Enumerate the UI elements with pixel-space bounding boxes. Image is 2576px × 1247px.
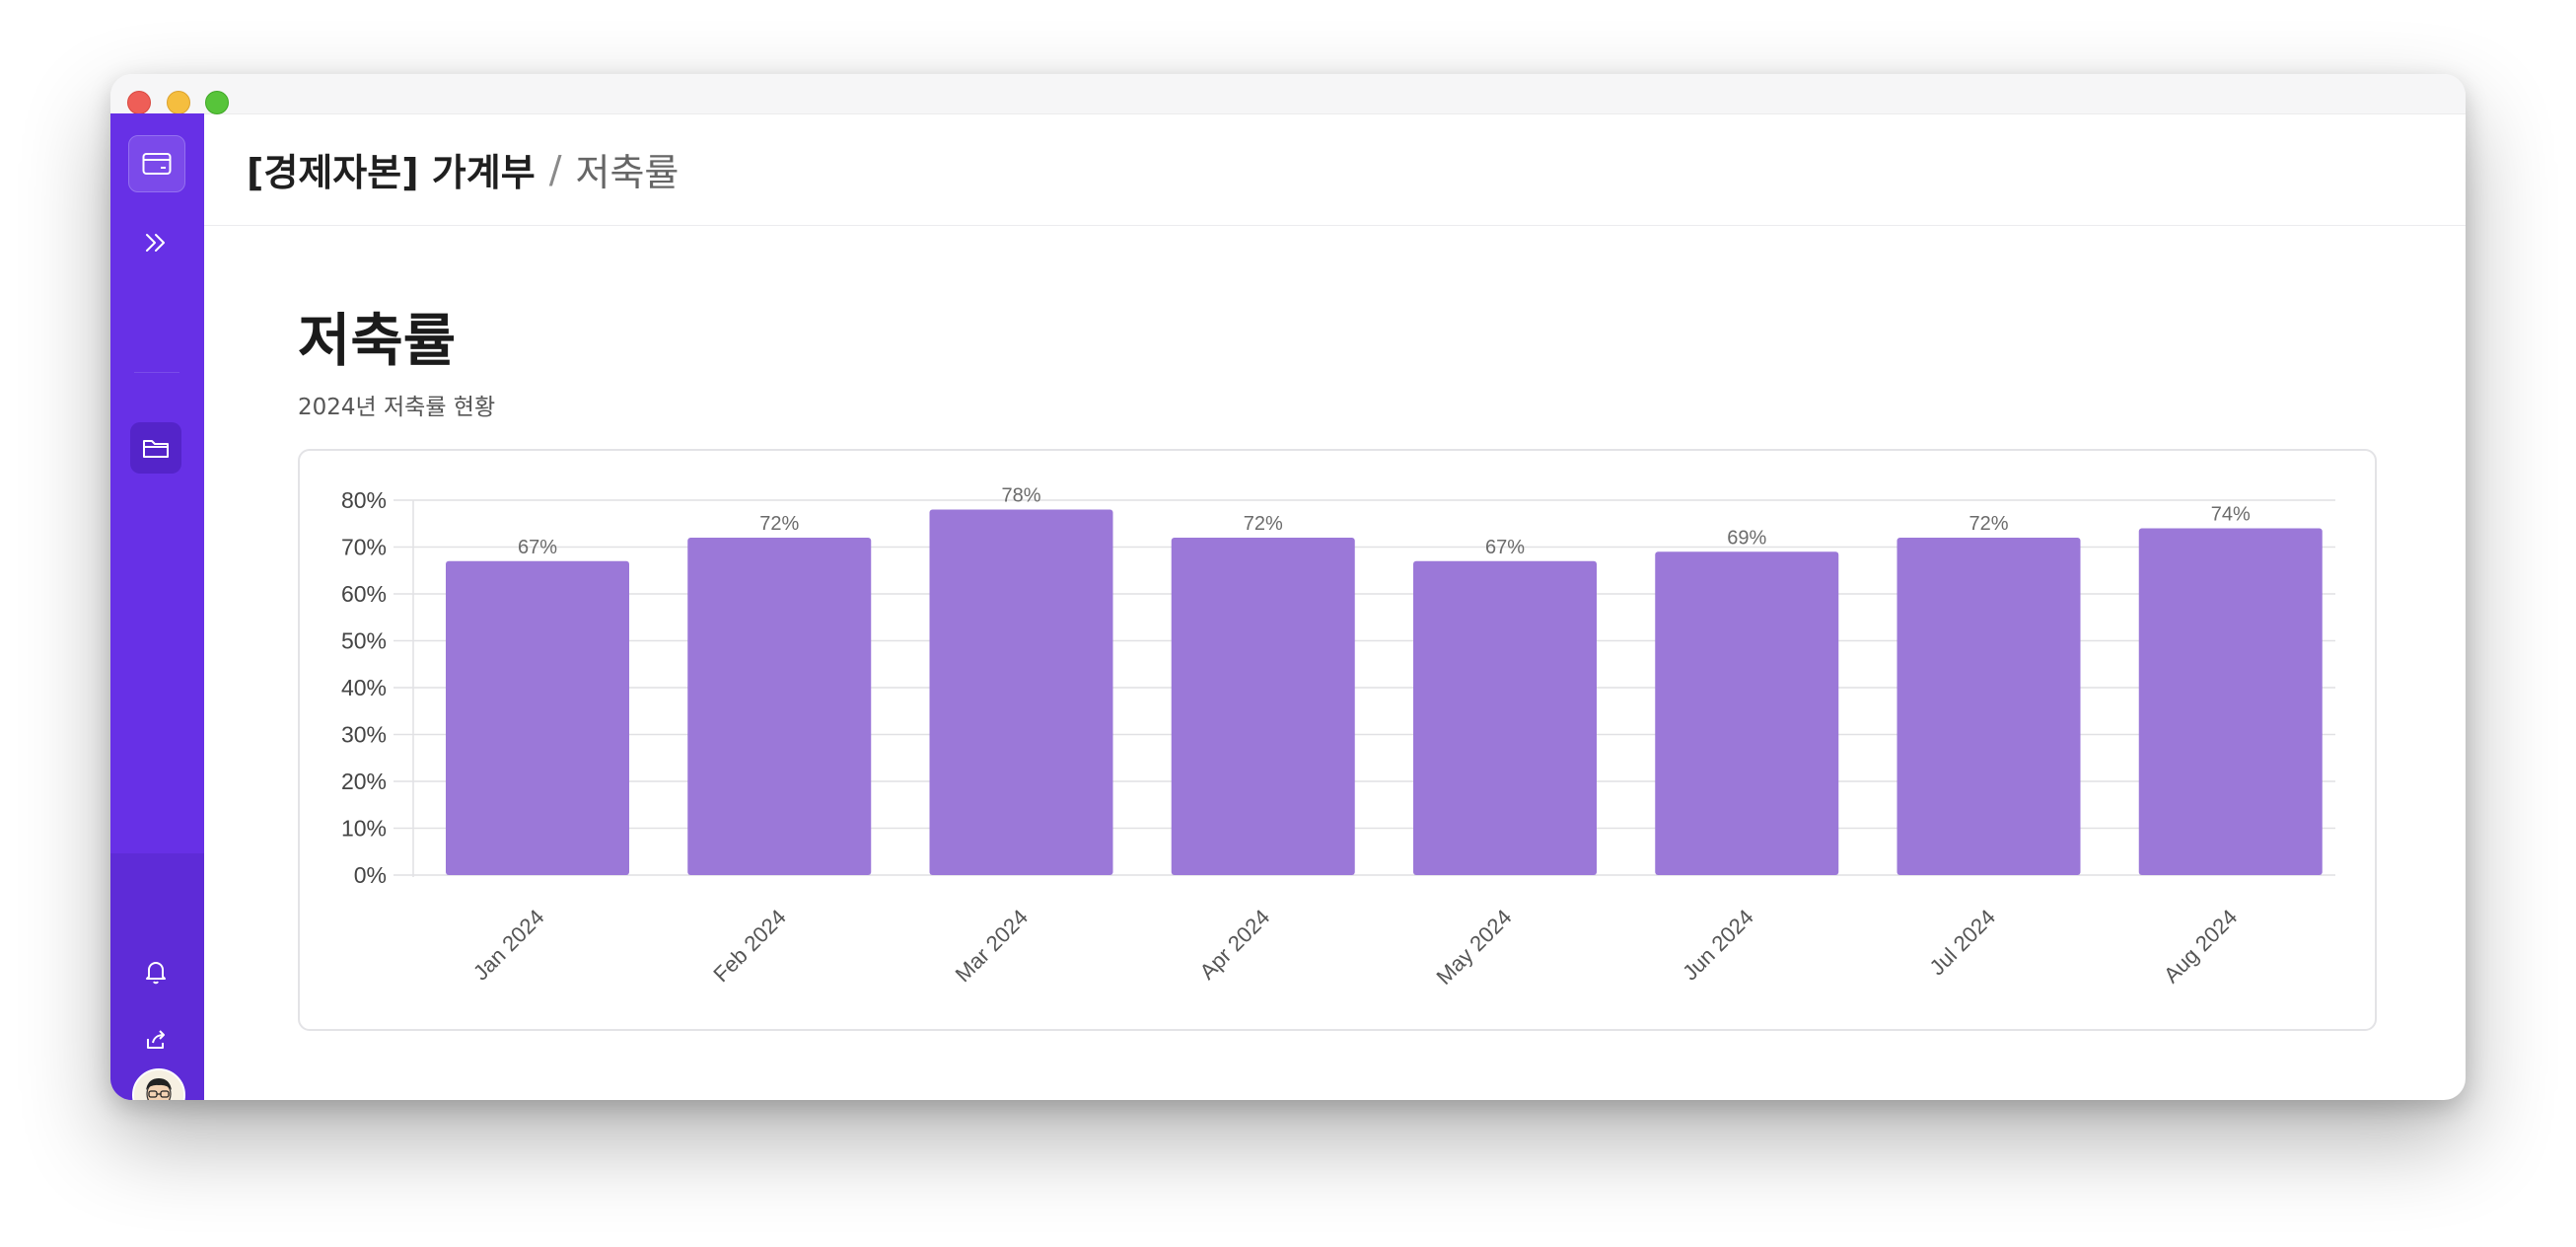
breadcrumb-separator: / — [548, 147, 562, 191]
y-tick-label: 70% — [341, 535, 387, 560]
bar — [1655, 551, 1839, 875]
x-tick-label: Mar 2024 — [951, 905, 1033, 987]
breadcrumb-current: 저축률 — [575, 151, 680, 194]
bar — [1413, 560, 1597, 875]
savings-rate-chart: 0% 10% 20% 30% 40% 50% 60% 70% 80% 67% Jan 2024 72%… — [341, 485, 2335, 990]
y-tick-label: 60% — [341, 581, 387, 607]
notifications-button[interactable] — [128, 944, 183, 999]
savings-rate-chart-card: 0% 10% 20% 30% 40% 50% 60% 70% 80% 67% Jan 2024 72%… — [298, 449, 2377, 1031]
bar-value-label: 67% — [518, 537, 557, 558]
bar-value-label: 78% — [1001, 485, 1040, 507]
bar-value-label: 72% — [759, 513, 799, 535]
bar — [2138, 528, 2323, 875]
x-tick-label: Jul 2024 — [1925, 905, 2001, 981]
share-button[interactable] — [128, 1012, 183, 1067]
bar-value-label: 72% — [1244, 513, 1283, 535]
x-tick-label: Jan 2024 — [468, 905, 549, 986]
bar — [446, 560, 629, 875]
card-icon — [142, 153, 172, 175]
minimize-window-button[interactable] — [167, 91, 190, 114]
bar-value-label: 67% — [1485, 537, 1525, 558]
sidebar-footer — [110, 853, 204, 1100]
title-bar — [110, 74, 2466, 114]
avatar-icon — [134, 1070, 183, 1100]
bar-value-label: 69% — [1727, 527, 1766, 549]
maximize-window-button[interactable] — [205, 91, 229, 114]
chevrons-right-icon — [146, 234, 165, 252]
bar — [687, 538, 872, 875]
sidebar-item-folder[interactable] — [130, 422, 181, 474]
expand-sidebar-button[interactable] — [128, 215, 183, 270]
folder-icon — [143, 440, 169, 458]
top-header: [경제자본] 가계부 / 저축률 — [204, 113, 2466, 226]
close-window-button[interactable] — [127, 91, 151, 114]
sidebar-divider — [134, 372, 179, 373]
y-tick-label: 40% — [341, 675, 387, 700]
bell-icon — [146, 962, 166, 985]
x-tick-label: Feb 2024 — [708, 905, 790, 987]
y-tick-label: 30% — [341, 722, 387, 748]
y-tick-label: 80% — [341, 487, 387, 513]
x-tick-label: Jun 2024 — [1678, 905, 1758, 986]
y-tick-label: 0% — [354, 862, 387, 888]
share-icon — [147, 1030, 165, 1049]
bar-value-label: 72% — [1968, 513, 2008, 535]
bar — [1896, 538, 2081, 875]
bar — [929, 509, 1113, 875]
page-title: 저축률 — [298, 307, 457, 374]
y-tick-label: 20% — [341, 769, 387, 794]
x-tick-label: Aug 2024 — [2159, 905, 2242, 988]
x-tick-label: Apr 2024 — [1194, 905, 1274, 985]
app-title[interactable]: [경제자본] 가계부 — [247, 151, 536, 194]
sidebar — [110, 113, 204, 1100]
sidebar-logo-button[interactable] — [128, 135, 185, 192]
bar-value-label: 74% — [2211, 504, 2251, 526]
x-tick-label: May 2024 — [1432, 905, 1517, 990]
y-tick-label: 50% — [341, 628, 387, 654]
page-subtitle: 2024년 저축률 현황 — [298, 395, 496, 420]
bar — [1171, 538, 1355, 875]
y-tick-label: 10% — [341, 816, 387, 842]
